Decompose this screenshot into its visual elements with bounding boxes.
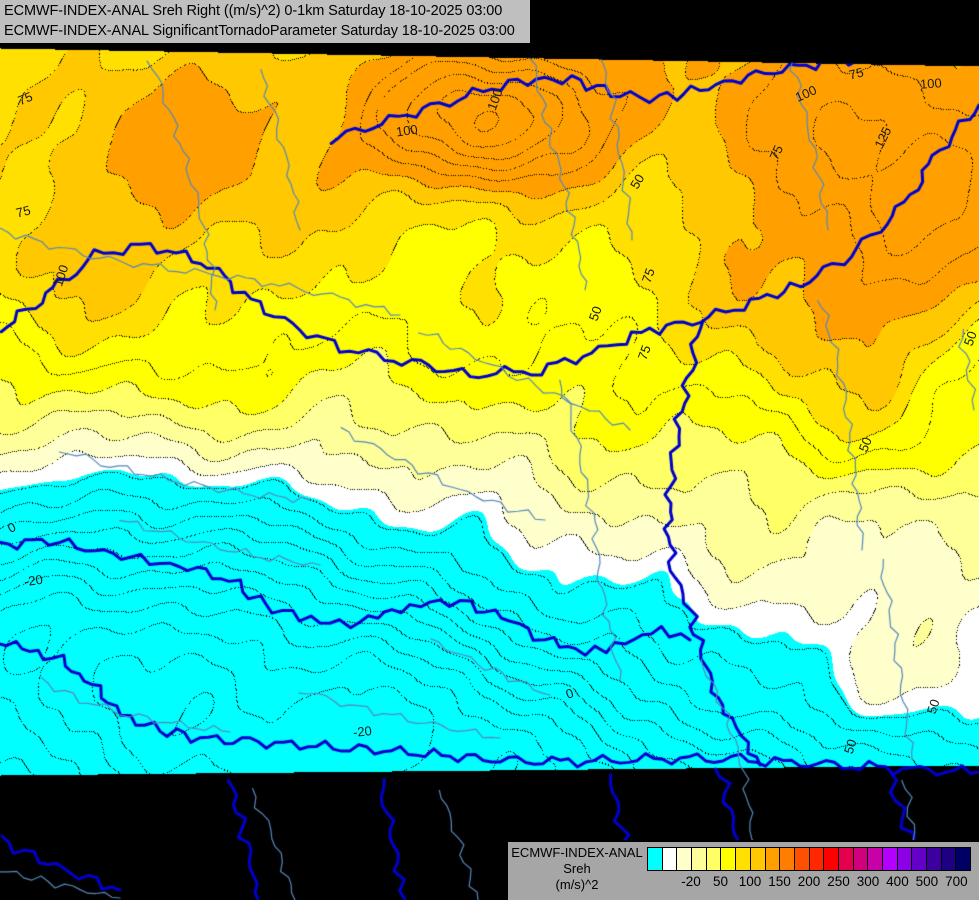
colorbar-tick-100: 100	[738, 874, 762, 889]
title-bar: ECMWF-INDEX-ANAL Sreh Right ((m/s)^2) 0-…	[0, 0, 531, 44]
colorbar-tick-250: 250	[827, 874, 850, 889]
colorbar-swatch-7	[750, 848, 766, 870]
colorbar-swatch-20	[941, 848, 957, 870]
colorbar-tick-200: 200	[797, 874, 821, 889]
colorbar-tick-300: 300	[856, 874, 880, 889]
title-line-sreh: ECMWF-INDEX-ANAL Sreh Right ((m/s)^2) 0-…	[4, 3, 503, 19]
colorbar-swatch-5	[721, 848, 737, 870]
colorbar-swatch-10	[794, 848, 810, 870]
colorbar-tick-700: 700	[945, 874, 968, 889]
colorbar-swatch-14	[853, 848, 869, 870]
colorbar-tick-400: 400	[886, 874, 909, 889]
colorbar-swatch-19	[927, 848, 942, 870]
colorbar-swatch-17	[897, 848, 913, 870]
legend-caption: ECMWF-INDEX-ANAL Sreh (m/s)^2	[508, 842, 646, 893]
colorbar-swatch-4	[706, 848, 722, 870]
colorbar-swatch-8	[765, 848, 781, 870]
legend-scale: -20 50 100 150 200 250 300 400 500 700	[646, 842, 979, 893]
colorbar-swatch-9	[780, 848, 795, 870]
colorbar-swatch-1	[662, 848, 678, 870]
colorbar-tick--20: -20	[681, 874, 701, 889]
colorbar-swatch-18	[912, 848, 928, 870]
colorbar-swatch-21	[956, 848, 971, 870]
colorbar-swatch-15	[868, 848, 883, 870]
colorbar-swatch-3	[692, 848, 707, 870]
colorbar-tick-50: 50	[713, 874, 729, 889]
colorbar-swatch-2	[677, 848, 693, 870]
colorbar-swatch-12	[824, 848, 839, 870]
colorbar-legend: ECMWF-INDEX-ANAL Sreh (m/s)^2 -20 50 100 15…	[506, 840, 979, 900]
title-line-stp: ECMWF-INDEX-ANAL SignificantTornadoParam…	[4, 23, 515, 39]
colorbar-ticks: -20 50 100 150 200 250 300 400 500 700	[647, 871, 971, 893]
legend-units-label: (m/s)^2	[555, 877, 599, 892]
colorbar-swatch-13	[838, 848, 854, 870]
colorbar-swatch-0	[648, 848, 663, 870]
colorbar-swatch-6	[736, 848, 751, 870]
colorbar-swatch-16	[883, 848, 898, 870]
colorbar-swatches[interactable]	[647, 847, 971, 871]
colorbar-tick-150: 150	[768, 874, 791, 889]
legend-field-label: Sreh	[563, 861, 591, 876]
colorbar-swatch-11	[809, 848, 825, 870]
legend-model-label: ECMWF-INDEX-ANAL	[511, 845, 643, 860]
colorbar-tick-500: 500	[915, 874, 939, 889]
